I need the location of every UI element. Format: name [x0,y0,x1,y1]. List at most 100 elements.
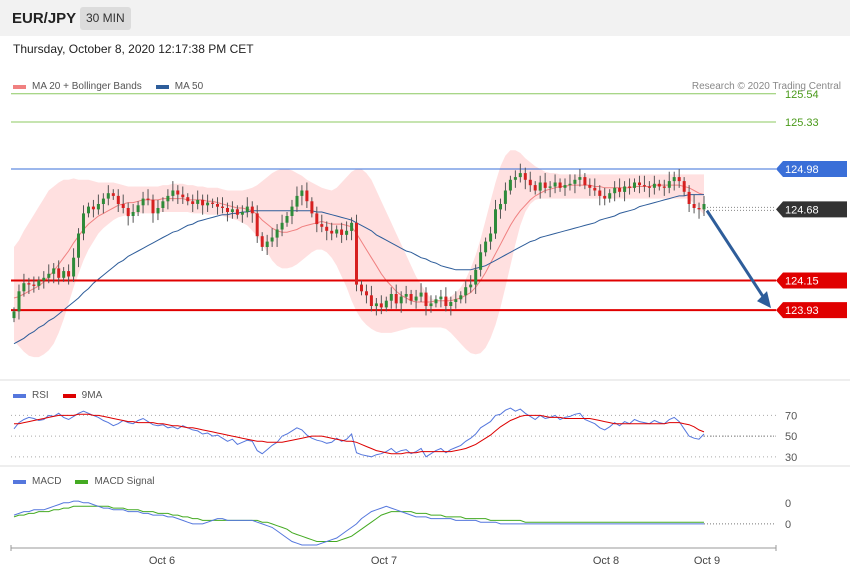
candle [409,289,413,305]
candle [563,178,567,196]
candle-body [429,303,433,307]
candle-body [146,198,150,200]
candle-body [603,195,607,199]
candle [503,182,507,211]
candle [27,277,31,294]
candle-body [543,182,547,188]
candle-body [265,241,269,247]
candle [672,171,676,191]
rsi-line [13,407,705,458]
price-levels: 125.54 125.33 124.98 124.15 123.93 124.68 [11,89,847,319]
level-tag-3 [776,161,847,178]
candle [32,276,36,293]
candle-body [330,230,334,234]
candle [131,203,135,223]
candle-body [186,197,190,202]
ma50-line [13,194,704,345]
macd-legend: MACD MACD Signal [13,476,168,487]
candle [111,189,115,200]
candle [578,169,582,187]
candle-body [563,185,567,188]
candle-body [126,208,130,217]
candle [226,202,229,222]
candle [96,194,100,215]
candle [677,169,681,188]
candle-body [77,233,80,258]
candle [365,284,368,304]
legend-swatch-9ma [62,393,76,398]
level-label-3: 124.98 [785,164,819,176]
candle [151,194,155,223]
candle [652,175,656,195]
last-price-label: 124.68 [785,204,819,216]
candle [608,189,612,203]
candle-body [379,303,383,308]
candle [642,175,646,192]
rsi-legend: RSI 9MA [13,390,116,401]
candle-body [657,183,661,187]
candle [101,193,105,214]
candle [12,307,16,323]
candle-body [67,271,71,277]
candle [369,285,373,312]
candle-body [315,213,319,225]
level-label-1: 125.54 [785,89,819,101]
candle-body [12,311,16,319]
candle [414,289,418,309]
candle-body [389,294,393,301]
candle-body [57,268,61,278]
candle-body [677,177,681,182]
candle [146,189,150,206]
candle-body [394,294,398,304]
candle-body [419,292,423,297]
candle-body [672,177,676,182]
candle-body [687,191,691,204]
candle [667,171,671,194]
candle [176,185,180,204]
candle-body [235,209,239,215]
candle-body [503,190,507,204]
timeframe-button[interactable]: 30 MIN [80,7,131,30]
candle [335,225,339,238]
candle-body [22,283,26,292]
candle-body [593,187,597,191]
candle [513,170,517,188]
candle-body [275,229,279,238]
candle-body [513,177,517,180]
candle-body [131,212,135,216]
candle [523,167,527,190]
candle-body [42,277,46,281]
candle-body [300,190,304,196]
candle-body [295,195,299,207]
candle-body [260,236,264,247]
candle-body [618,187,622,192]
level-label-2: 125.33 [785,117,819,129]
candle [255,205,259,243]
candle [161,197,165,213]
credit-text: Research © 2020 Trading Central [691,81,841,92]
main-legend: MA 20 + Bollinger Bands MA 50 [13,81,217,92]
candle [494,199,497,239]
candle-body [374,303,378,307]
candle-body [250,206,254,214]
candle [290,199,294,225]
candle [22,273,26,297]
legend-label-rsi: RSI [32,390,49,401]
candle-body [27,283,31,285]
candle [265,234,269,255]
candle [216,197,219,215]
candle [558,178,562,192]
candle [186,193,190,206]
candle [692,194,696,214]
candle [325,221,329,241]
candle-body [52,268,56,274]
level-label-4: 124.15 [785,276,819,288]
candle-body [444,296,448,306]
candle [702,195,706,217]
candle-body [518,173,522,178]
candle [196,190,200,210]
candle [379,295,383,315]
candle [285,212,289,227]
candle-body [469,284,473,288]
candle-body [369,295,373,306]
